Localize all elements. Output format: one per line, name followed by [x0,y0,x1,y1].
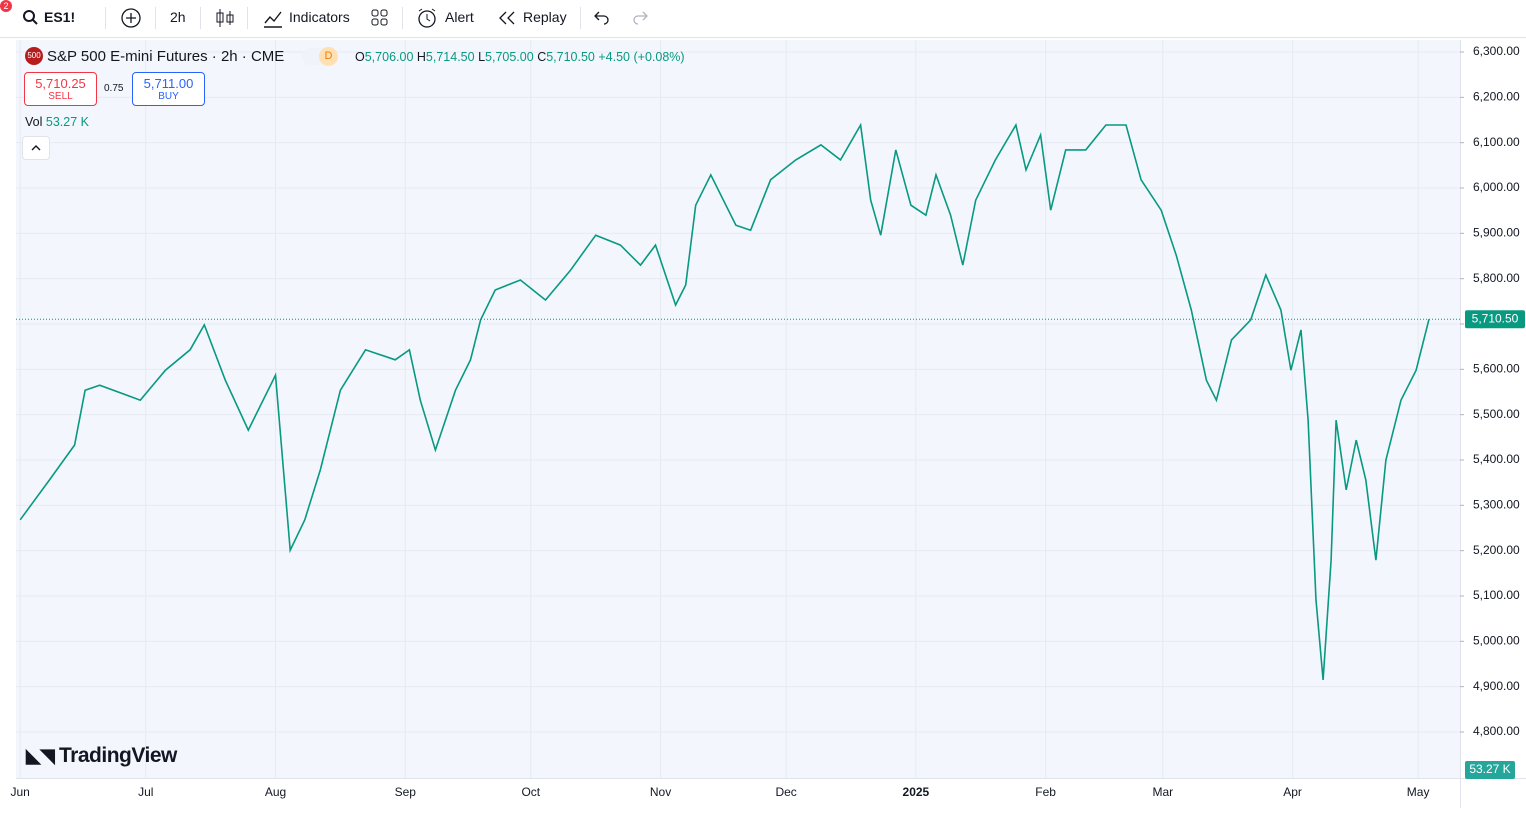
y-tick-label: 5,500.00 [1473,407,1520,421]
last-price-label: 5,710.50 [1472,311,1519,325]
ohlc: O5,706.00 H5,714.50 L5,705.00 C5,710.50 … [355,50,685,64]
sell-button[interactable]: 5,710.25 SELL [24,72,97,106]
price-line [19,122,1430,680]
replay-icon[interactable] [498,10,516,26]
plot-background [16,40,1460,778]
close-label: C [537,50,547,64]
volume-legend: Vol 53.27 K [25,115,89,129]
y-tick-label: 6,100.00 [1473,135,1520,149]
y-tick-label: 6,200.00 [1473,90,1520,104]
x-tick-label: Mar [1152,785,1173,799]
legend-title[interactable]: S&P 500 E-mini Futures · 2h · CME [47,48,285,65]
symbol-badge: 500 [25,47,43,65]
close-value: 5,710.50 [546,50,595,64]
volume-badge [1465,761,1515,779]
layouts-icon[interactable] [370,8,390,28]
notification-badge[interactable]: 2 [0,0,12,12]
indicators-button[interactable]: Indicators [289,9,350,25]
y-tick-label: 5,300.00 [1473,498,1520,512]
x-tick-label: Jun [11,785,30,799]
logo-text: TradingView [59,744,177,767]
y-tick-label: 6,000.00 [1473,180,1520,194]
buy-label: BUY [158,91,179,102]
search-icon[interactable] [22,9,38,25]
x-tick-label: Jul [138,785,153,799]
y-tick-label: 4,800.00 [1473,724,1520,738]
logo[interactable]: ◣◥ TradingView [26,744,177,767]
open-value: 5,706.00 [364,50,414,64]
volume-label: Vol [25,115,43,129]
open-label: O [355,50,365,64]
alert-icon[interactable] [416,7,438,29]
x-tick-label: Oct [521,785,540,799]
y-tick-label: 5,400.00 [1473,452,1520,466]
alert-button[interactable]: Alert [445,9,474,25]
x-tick-label: 2025 [903,785,930,799]
volume-badge-label: 53.27 K [1469,762,1510,776]
high-label: H [416,50,426,64]
replay-button[interactable]: Replay [523,9,567,25]
x-tick-label: Nov [650,785,671,799]
low-label: L [478,50,486,64]
change-value: +4.50 (+0.08%) [598,50,685,64]
y-tick-label: 5,600.00 [1473,362,1520,376]
x-tick-label: Apr [1283,785,1302,799]
delay-badge: D [319,47,338,66]
high-value: 5,714.50 [425,50,475,64]
y-tick-label: 4,900.00 [1473,679,1520,693]
sell-label: SELL [48,91,73,102]
undo-icon[interactable] [593,9,611,25]
redo-icon[interactable] [631,9,649,25]
add-symbol-icon[interactable] [120,7,142,29]
x-tick-label: Feb [1035,785,1056,799]
last-price-badge [1465,310,1525,329]
x-tick-label: May [1407,785,1430,799]
buy-price: 5,711.00 [143,76,194,91]
low-value: 5,705.00 [485,50,534,64]
y-tick-label: 5,900.00 [1473,226,1520,240]
buy-button[interactable]: 5,711.00 BUY [132,72,205,106]
x-tick-label: Aug [265,785,286,799]
spread: 0.75 [104,83,124,94]
y-tick-label: 5,200.00 [1473,543,1520,557]
collapse-legend[interactable] [22,136,50,160]
x-tick-label: Sep [395,785,417,799]
indicators-icon[interactable] [262,7,284,29]
y-tick-label: 5,100.00 [1473,588,1520,602]
y-tick-label: 5,000.00 [1473,633,1520,647]
volume-value: 53.27 K [45,115,89,129]
interval[interactable]: 2h [170,9,186,25]
x-tick-label: Dec [775,785,796,799]
symbol[interactable]: ES1! [44,9,76,25]
chart-type-icon[interactable] [215,7,235,29]
sell-price: 5,710.25 [35,76,86,91]
y-tick-label: 5,800.00 [1473,271,1520,285]
y-tick-label: 6,300.00 [1473,44,1520,58]
